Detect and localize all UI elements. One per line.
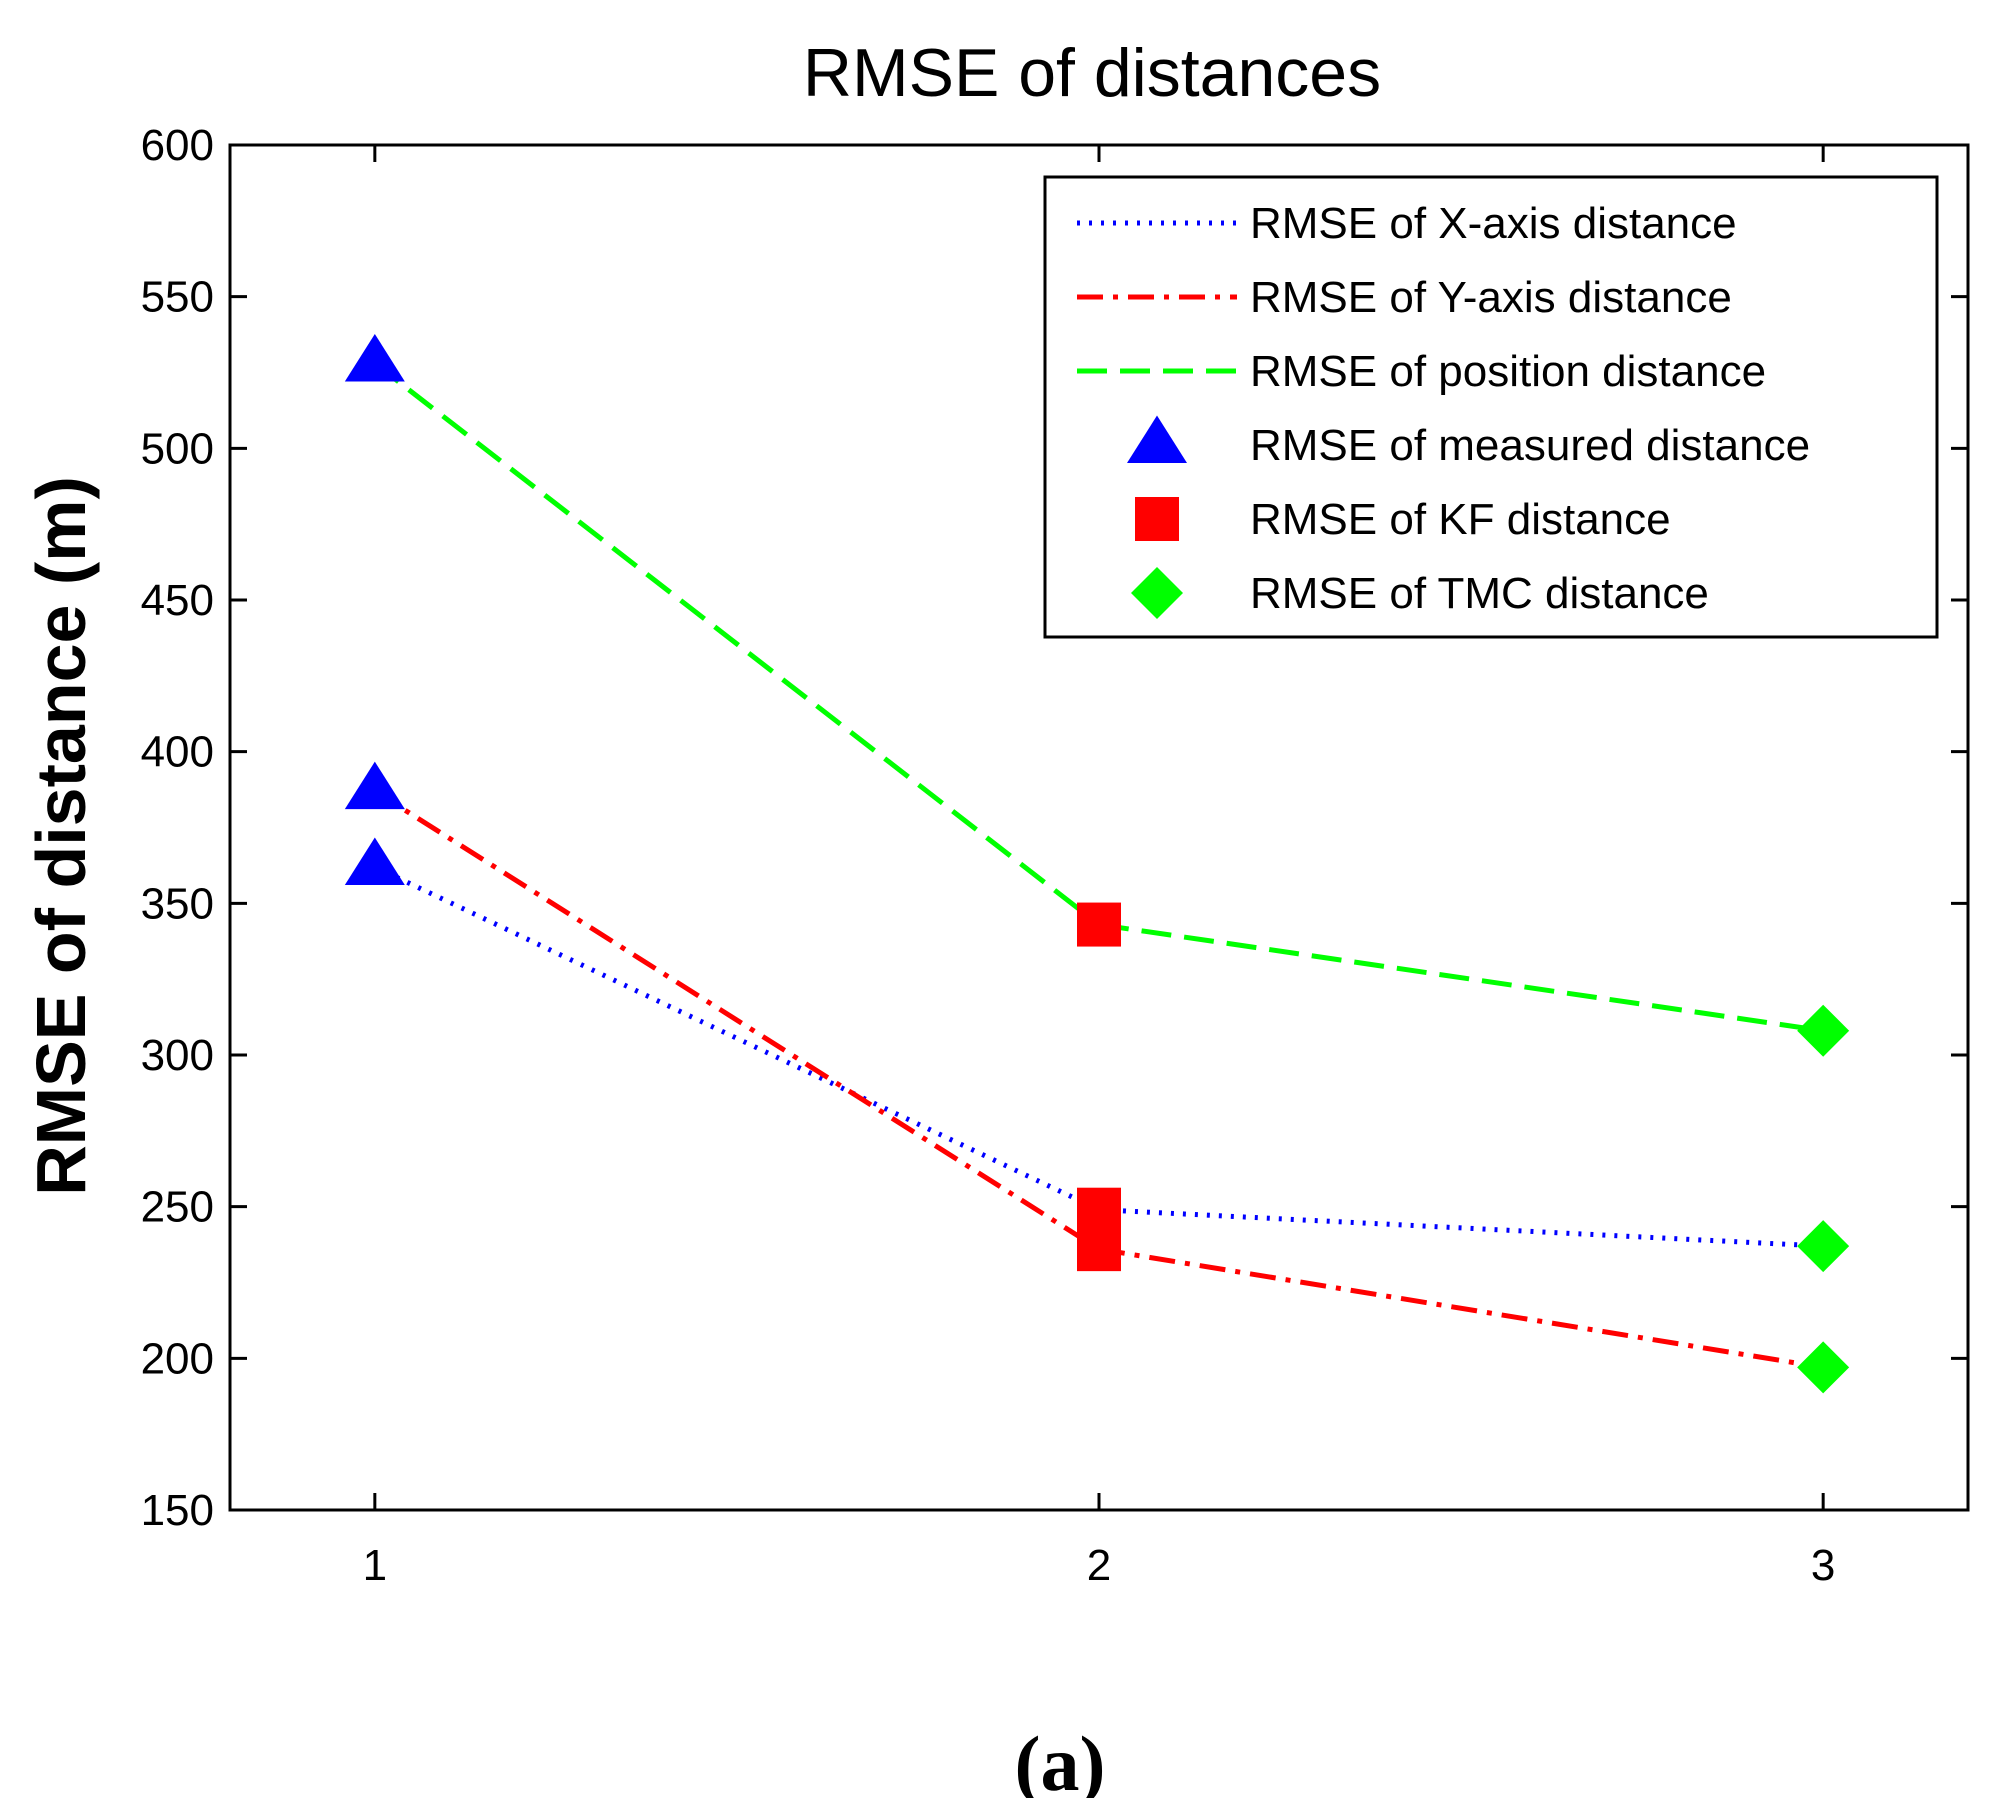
legend-entry: RMSE of Y-axis distance: [1077, 273, 1732, 322]
legend-label: RMSE of position distance: [1250, 347, 1766, 396]
legend-entry: RMSE of position distance: [1077, 347, 1766, 396]
legend-diamond-swatch: [1131, 567, 1183, 619]
y-axis-label: RMSE of distance (m): [22, 476, 100, 1196]
legend-entry: RMSE of TMC distance: [1131, 567, 1709, 619]
figure-caption: (a): [1015, 1720, 1106, 1798]
legend-entry: RMSE of measured distance: [1127, 415, 1810, 470]
legend-label: RMSE of TMC distance: [1250, 569, 1709, 618]
marker-group-2: [1797, 1004, 1850, 1394]
triangle-data-point: [344, 333, 405, 382]
y-tick-label: 400: [141, 728, 214, 777]
x-tick-label: 1: [363, 1541, 387, 1590]
series-line-segment: [373, 864, 1101, 1212]
series-0: [373, 864, 1824, 1249]
legend-label: RMSE of Y-axis distance: [1250, 273, 1732, 322]
legend-square-swatch: [1135, 497, 1179, 541]
diamond-data-point: [1797, 1341, 1850, 1394]
square-data-point: [1077, 902, 1121, 947]
y-tick-label: 550: [141, 273, 214, 322]
y-tick-label: 350: [141, 879, 214, 928]
legend-entry: RMSE of X-axis distance: [1077, 199, 1737, 248]
y-tick-label: 600: [141, 121, 214, 170]
triangle-data-point: [344, 837, 405, 885]
y-tick-label: 200: [141, 1334, 214, 1383]
square-data-point: [1077, 1187, 1121, 1232]
marker-group-1: [1077, 902, 1121, 1272]
legend-entry: RMSE of KF distance: [1135, 495, 1671, 544]
square-data-point: [1077, 1227, 1121, 1272]
y-tick-label: 450: [141, 576, 214, 625]
y-tick-label: 250: [141, 1183, 214, 1232]
legend-label: RMSE of X-axis distance: [1250, 199, 1737, 248]
triangle-data-point: [344, 761, 405, 810]
series-2: [373, 361, 1824, 1034]
series-line-segment: [373, 361, 1101, 927]
series-line-segment: [1098, 922, 1824, 1034]
series-line-segment: [1098, 1207, 1824, 1249]
diamond-data-point: [1797, 1220, 1850, 1273]
series-line-segment: [1098, 1246, 1824, 1370]
chart-title: RMSE of distances: [803, 35, 1381, 111]
x-tick-label: 2: [1087, 1541, 1111, 1590]
diamond-data-point: [1797, 1004, 1850, 1057]
legend: RMSE of X-axis distance RMSE of Y-axis di…: [1043, 175, 1939, 639]
y-tick-label: 300: [141, 1031, 214, 1080]
x-tick-label: 3: [1811, 1541, 1835, 1590]
series-1: [373, 788, 1824, 1370]
legend-label: RMSE of KF distance: [1250, 495, 1671, 544]
marker-group-0: [344, 333, 405, 885]
series-line-segment: [373, 788, 1101, 1252]
plot-area: [344, 333, 1850, 1394]
legend-label: RMSE of measured distance: [1250, 421, 1810, 470]
y-tick-label: 150: [141, 1486, 214, 1535]
legend-box: [1043, 175, 1939, 639]
y-tick-label: 500: [141, 424, 214, 473]
legend-triangle-swatch: [1127, 415, 1187, 464]
axis-ticks: 150 200 250 300 350 400 450 500 550 600 1 2 3: [141, 121, 1968, 1590]
